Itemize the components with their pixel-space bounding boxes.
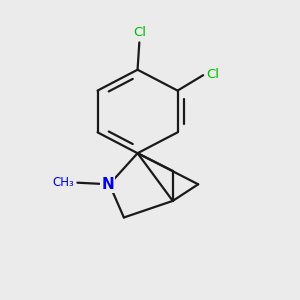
Text: N: N	[101, 177, 114, 192]
Text: Cl: Cl	[133, 26, 146, 39]
Text: CH₃: CH₃	[53, 176, 75, 189]
Text: Cl: Cl	[206, 68, 219, 81]
